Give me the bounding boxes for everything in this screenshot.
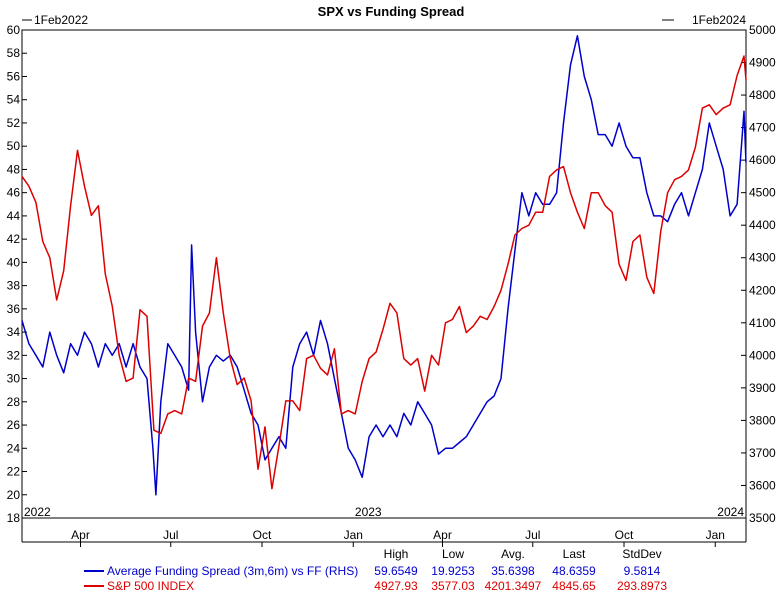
legend-stat-value: 59.6549 (374, 564, 418, 578)
right-axis: 5000 4900 4800 4700 4600 4500 4400 4300 4200 4100… (741, 23, 776, 525)
left-tick-label: 52 (7, 116, 21, 130)
left-tick-label: 32 (7, 348, 21, 362)
year-label: 2023 (355, 505, 382, 519)
left-tick-label: 34 (7, 325, 21, 339)
left-tick-label: 22 (7, 465, 21, 479)
legend-stat-value: 4201.3497 (485, 579, 542, 593)
legend-series-name: Average Funding Spread (3m,6m) vs FF (RH… (107, 564, 358, 578)
right-tick-label: 3900 (749, 381, 776, 395)
year-label: 2022 (24, 505, 51, 519)
right-tick-label: 4000 (749, 348, 776, 362)
legend-header: StdDev (622, 547, 661, 561)
right-tick-label: 3600 (749, 478, 776, 492)
right-tick-label: 3500 (749, 511, 776, 525)
left-tick-label: 46 (7, 186, 21, 200)
left-tick-label: 26 (7, 418, 21, 432)
left-tick-label: 54 (7, 93, 21, 107)
legend-header: Avg. (501, 547, 525, 561)
right-tick-label: 4500 (749, 186, 776, 200)
left-tick-label: 44 (7, 209, 21, 223)
funding-spread-line (21, 35, 747, 496)
legend-stat-value: 19.9253 (431, 564, 475, 578)
legend-header: Low (442, 547, 464, 561)
sp500-line (21, 55, 747, 490)
date-start-label: 1Feb2022 (34, 13, 88, 27)
legend-stat-value: 35.6398 (491, 564, 535, 578)
left-tick-label: 20 (7, 488, 21, 502)
right-tick-label: 5000 (749, 23, 776, 37)
left-tick-label: 18 (7, 511, 21, 525)
right-tick-label: 4800 (749, 88, 776, 102)
left-tick-label: 50 (7, 139, 21, 153)
x-month-label: Oct (615, 528, 634, 542)
legend: High Low Avg. Last StdDev Average Funding Spr… (84, 547, 667, 593)
x-month-label: Oct (253, 528, 272, 542)
x-month-label: Apr (433, 528, 452, 542)
legend-header: Last (563, 547, 586, 561)
x-month-label: Jul (525, 528, 540, 542)
left-tick-label: 60 (7, 23, 21, 37)
x-month-label: Jan (344, 528, 363, 542)
left-tick-label: 42 (7, 232, 21, 246)
legend-header: High (384, 547, 409, 561)
left-tick-label: 48 (7, 162, 21, 176)
legend-stat-value: 4927.93 (374, 579, 418, 593)
right-tick-label: 4200 (749, 283, 776, 297)
right-tick-label: 3700 (749, 446, 776, 460)
plot-area: 1Feb2022 1Feb2024 (21, 13, 747, 543)
date-end-label: 1Feb2024 (692, 13, 746, 27)
right-tick-label: 4900 (749, 56, 776, 70)
right-tick-label: 4300 (749, 251, 776, 265)
left-tick-label: 56 (7, 69, 21, 83)
legend-stat-value: 9.5814 (624, 564, 661, 578)
left-axis: 60 58 56 54 52 50 48 46 44 42 40 38 36 34 32 30 28 26 24 22… (7, 23, 27, 525)
x-month-label: Apr (71, 528, 90, 542)
right-tick-label: 4700 (749, 121, 776, 135)
left-tick-label: 24 (7, 441, 21, 455)
left-tick-label: 58 (7, 46, 21, 60)
chart-title: SPX vs Funding Spread (318, 4, 465, 19)
legend-series-name: S&P 500 INDEX (107, 579, 194, 593)
year-label: 2024 (717, 505, 744, 519)
right-tick-label: 4600 (749, 153, 776, 167)
left-tick-label: 36 (7, 302, 21, 316)
x-month-label: Jul (163, 528, 178, 542)
x-axis: Apr Jul Oct Jan Apr Jul Oct Jan 2022 2023 2024 (24, 505, 744, 547)
left-tick-label: 40 (7, 255, 21, 269)
left-tick-label: 28 (7, 395, 21, 409)
legend-stat-value: 3577.03 (431, 579, 475, 593)
right-tick-label: 4400 (749, 218, 776, 232)
plot-border (21, 29, 747, 519)
series-lines (21, 35, 747, 496)
left-tick-label: 30 (7, 372, 21, 386)
legend-stat-value: 4845.65 (552, 579, 596, 593)
left-tick-label: 38 (7, 279, 21, 293)
legend-stat-value: 293.8973 (617, 579, 667, 593)
x-month-label: Jan (706, 528, 725, 542)
right-tick-label: 3800 (749, 413, 776, 427)
legend-stat-value: 48.6359 (552, 564, 596, 578)
right-tick-label: 4100 (749, 316, 776, 330)
